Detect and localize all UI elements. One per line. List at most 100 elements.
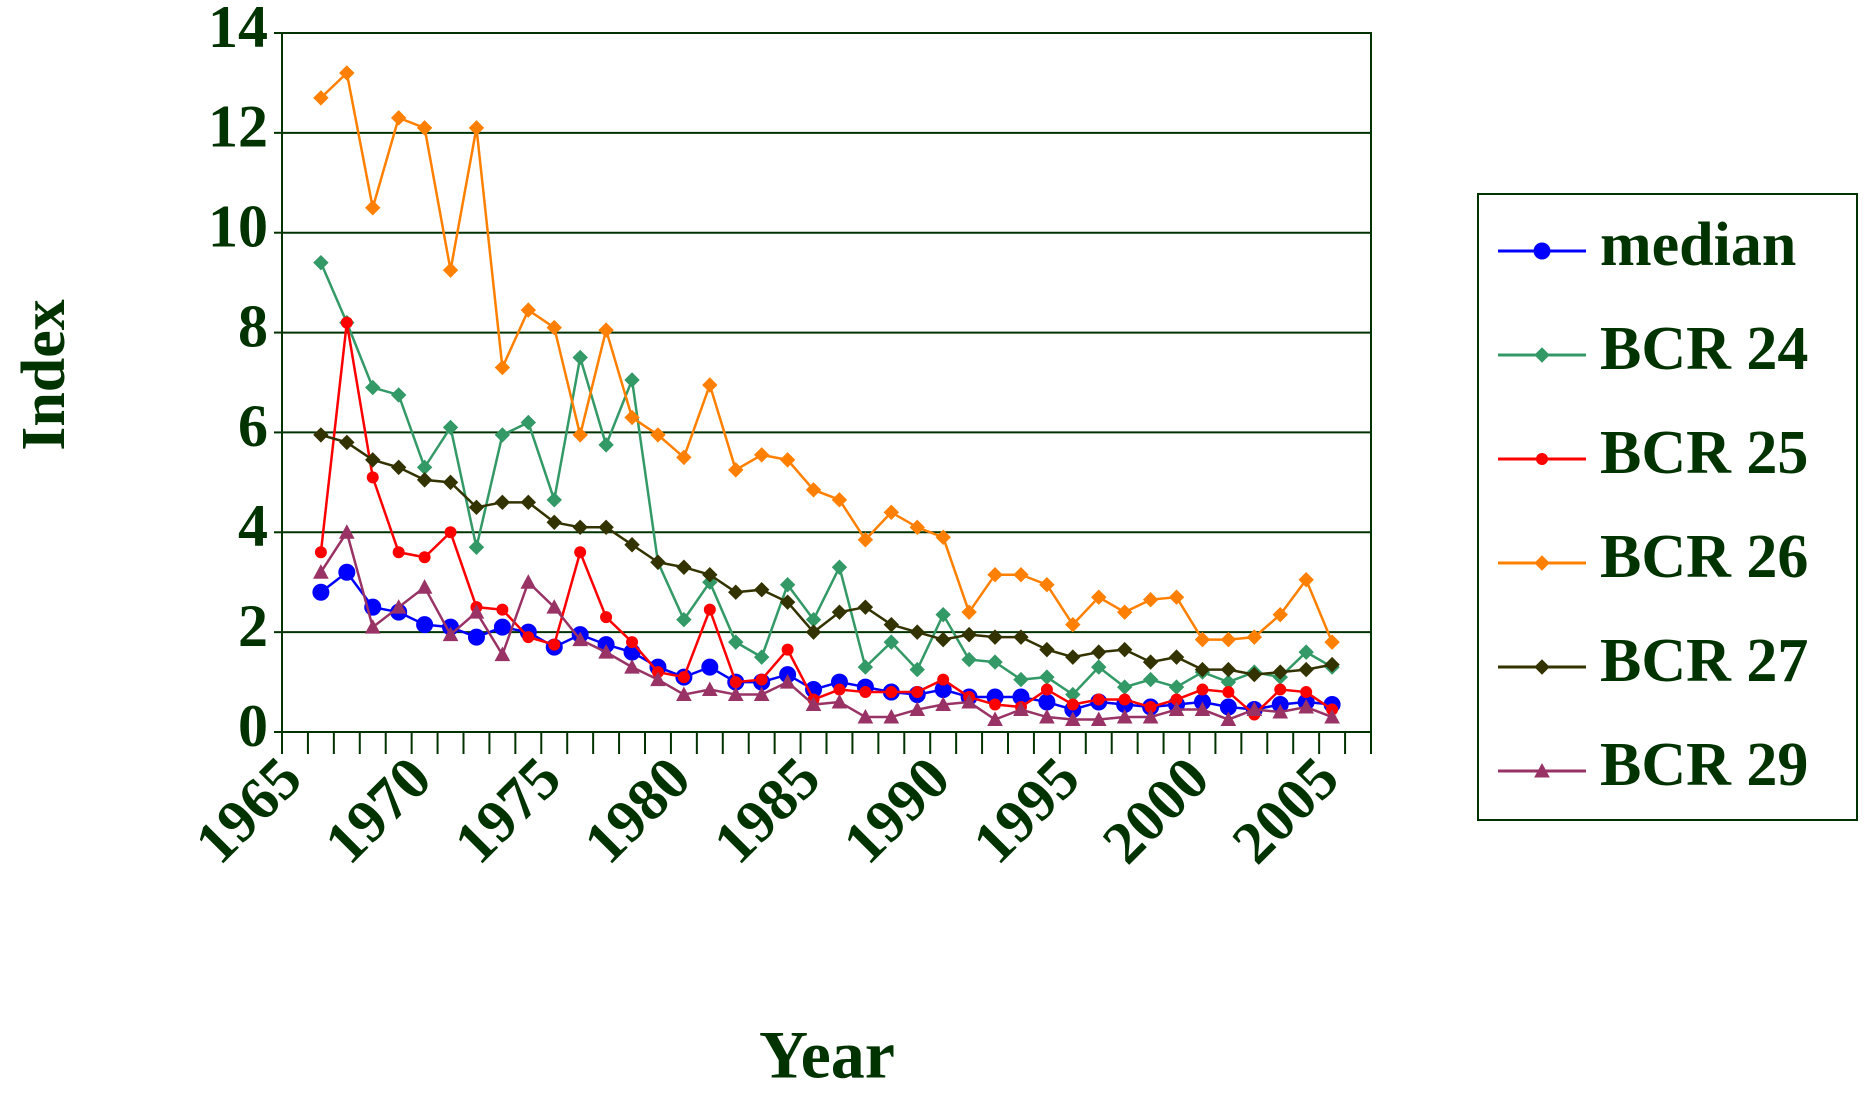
data-point	[961, 693, 977, 709]
data-point	[1039, 708, 1055, 724]
data-point	[1066, 698, 1079, 711]
data-point	[1040, 683, 1053, 696]
data-point	[650, 427, 666, 443]
legend-marker	[1534, 555, 1550, 571]
data-point	[1246, 629, 1263, 645]
y-tick-label: 2	[238, 593, 268, 659]
series-line	[319, 262, 1333, 697]
x-tick-label: 1995	[960, 744, 1092, 876]
data-point	[1220, 631, 1237, 648]
data-point	[624, 372, 640, 388]
data-point	[885, 686, 898, 699]
data-point	[546, 514, 562, 531]
legend-label: BCR 27	[1600, 627, 1808, 695]
data-point	[467, 628, 485, 646]
x-tick-label: 1990	[831, 744, 963, 876]
data-point	[1064, 711, 1081, 727]
data-point	[546, 599, 563, 614]
data-point	[937, 673, 950, 686]
data-point	[1196, 683, 1209, 696]
data-point	[390, 110, 407, 126]
x-tick-label: 1965	[182, 744, 314, 876]
data-point	[831, 492, 848, 508]
data-point	[313, 427, 329, 443]
data-point	[883, 616, 900, 633]
x-tick-label: 2000	[1090, 744, 1222, 876]
legend-marker	[1534, 659, 1550, 675]
data-point	[390, 599, 407, 614]
data-point	[314, 546, 327, 559]
data-point	[546, 492, 562, 508]
data-point	[1168, 649, 1185, 665]
data-point	[338, 563, 356, 581]
data-point	[365, 200, 381, 216]
data-point	[444, 526, 457, 539]
data-point	[365, 379, 381, 396]
data-point	[755, 673, 768, 686]
data-point	[494, 427, 511, 443]
data-point	[703, 603, 716, 616]
data-point	[1246, 666, 1263, 683]
series-line	[319, 529, 1333, 721]
data-point	[909, 701, 926, 717]
legend-marker	[1534, 762, 1550, 778]
data-point	[676, 611, 692, 628]
data-point	[831, 693, 848, 709]
y-tick-label: 0	[238, 693, 268, 759]
data-point	[987, 654, 1003, 670]
data-point	[935, 529, 951, 545]
data-point	[677, 671, 690, 684]
data-point	[961, 651, 977, 668]
legend-marker	[1536, 453, 1548, 465]
data-point	[1194, 701, 1211, 717]
data-point	[468, 499, 485, 516]
data-point	[1300, 686, 1313, 699]
data-point	[935, 696, 952, 712]
data-point	[753, 686, 770, 702]
legend-label: BCR 25	[1600, 419, 1808, 487]
data-point	[1090, 711, 1107, 727]
data-point	[416, 616, 434, 634]
data-point	[442, 262, 459, 278]
data-point	[1220, 711, 1237, 727]
data-point	[1324, 708, 1340, 724]
data-point	[728, 634, 744, 650]
data-point	[1013, 567, 1029, 583]
data-point	[468, 604, 485, 619]
data-point	[546, 319, 562, 336]
data-point	[779, 674, 796, 689]
y-tick-label: 8	[238, 293, 268, 359]
data-point	[883, 708, 900, 724]
data-point	[390, 459, 407, 476]
data-point	[1272, 664, 1288, 680]
data-point	[1324, 656, 1340, 673]
series-line	[319, 322, 1333, 717]
x-tick-label: 1975	[442, 744, 574, 876]
data-point	[935, 631, 951, 648]
data-point	[1220, 661, 1237, 678]
data-point	[364, 619, 381, 634]
legend-label: BCR 29	[1600, 731, 1808, 799]
data-point	[676, 559, 692, 575]
data-point	[338, 524, 355, 539]
series-line	[320, 433, 1333, 676]
x-tick-label: 1970	[312, 744, 444, 876]
data-point	[1091, 589, 1107, 605]
data-point	[1142, 671, 1159, 688]
data-point	[909, 519, 925, 536]
data-point	[1142, 708, 1159, 724]
data-point	[753, 447, 770, 463]
data-point	[496, 603, 509, 616]
data-point	[339, 65, 355, 81]
data-point	[442, 474, 459, 491]
data-point	[1116, 641, 1133, 658]
data-point	[779, 452, 796, 468]
data-point	[1298, 572, 1314, 588]
data-point	[339, 434, 355, 451]
data-point	[520, 494, 537, 511]
data-point	[987, 711, 1003, 727]
data-point	[624, 537, 640, 553]
data-point	[911, 686, 924, 699]
data-point	[909, 624, 925, 640]
data-point	[1222, 686, 1235, 699]
